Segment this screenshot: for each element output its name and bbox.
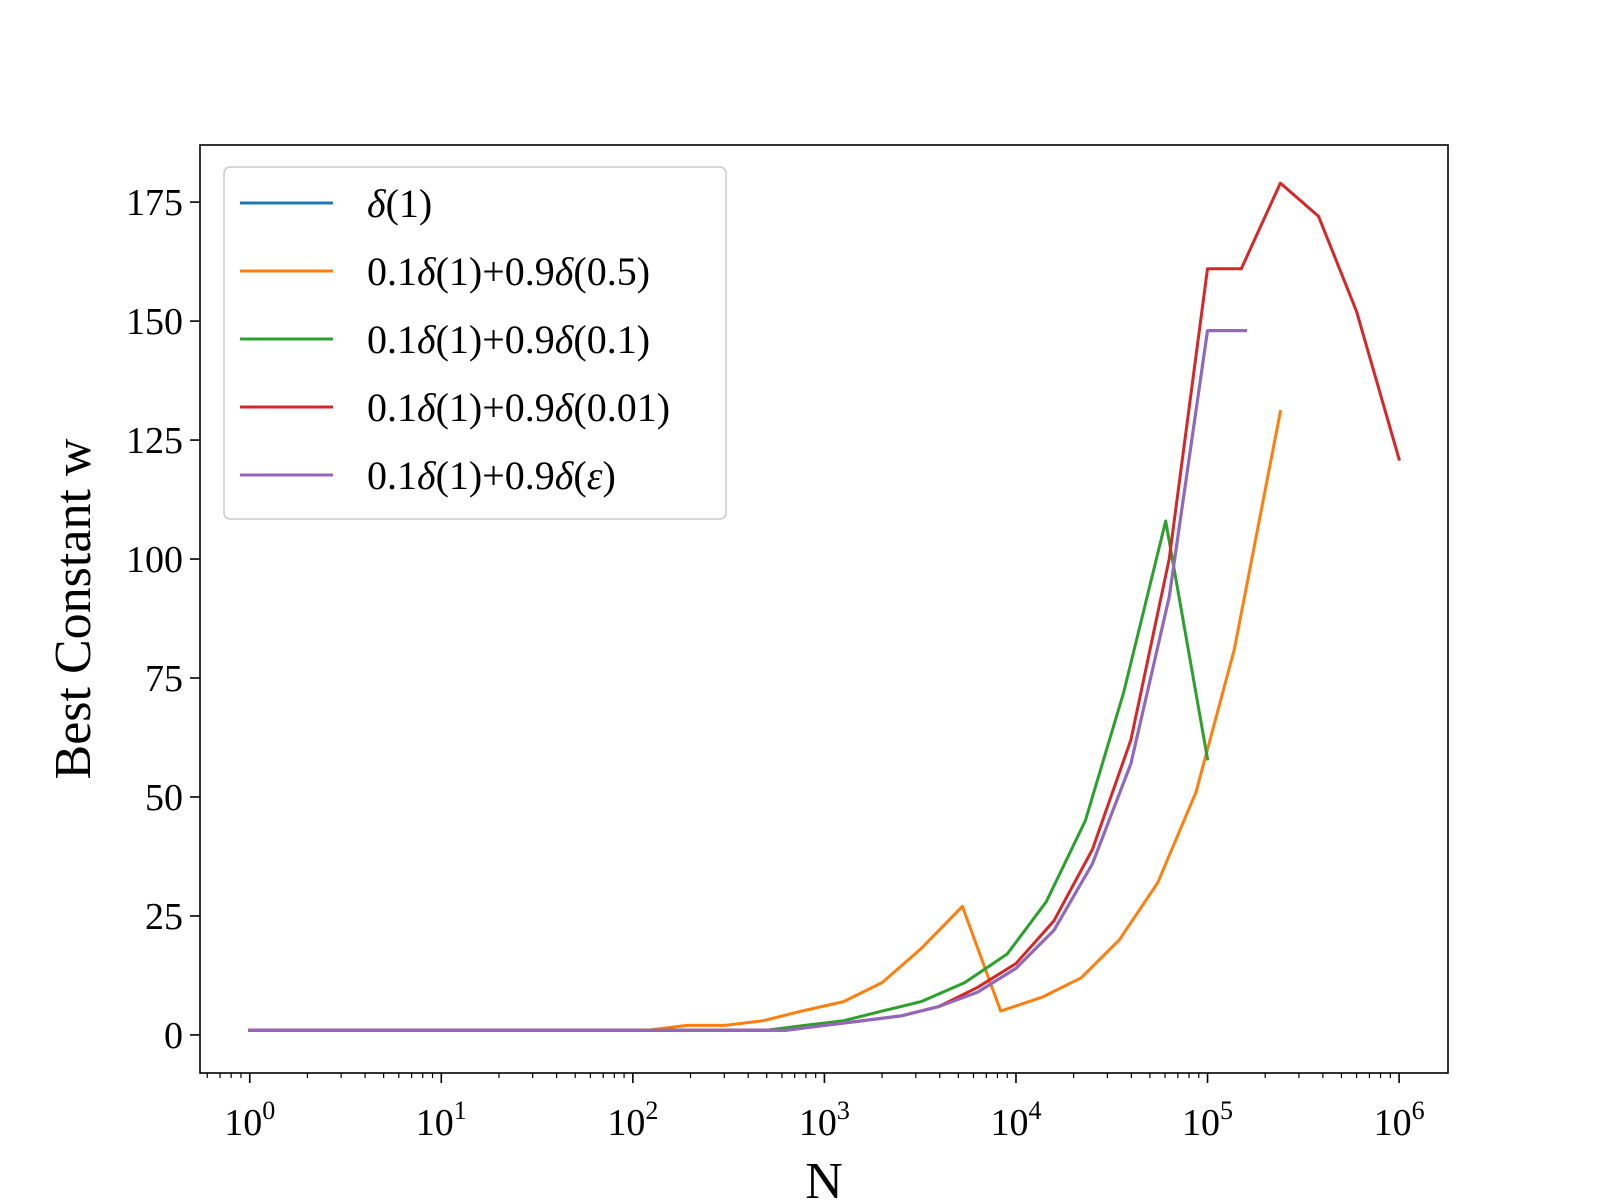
y-tick-label: 0 [164, 1015, 183, 1057]
x-tick-label: 106 [1374, 1096, 1425, 1144]
x-tick-label: 100 [224, 1096, 275, 1144]
x-tick-label: 102 [607, 1096, 658, 1144]
y-tick-label: 150 [126, 301, 183, 343]
series-layer [248, 181, 1401, 1032]
series-line-5 [248, 329, 1248, 1032]
legend-label: 0.1δ(1)+0.9δ(0.1) [367, 317, 650, 362]
x-axis-label: N [805, 1153, 843, 1200]
y-tick-label: 175 [126, 182, 183, 224]
legend-box [223, 166, 727, 520]
y-tick-label: 75 [145, 658, 183, 700]
y-tick-label: 25 [145, 896, 183, 938]
legend: δ(1) 0.1δ(1)+0.9δ(0.5) 0.1δ(1)+0.9δ(0.1) 0.… [223, 166, 727, 520]
x-tick-label: 103 [799, 1096, 850, 1144]
legend-label: 0.1δ(1)+0.9δ(0.5) [367, 249, 650, 294]
legend-label: 0.1δ(1)+0.9δ(0.01) [367, 385, 670, 430]
x-tick-label: 105 [1182, 1096, 1233, 1144]
y-tick-label: 125 [126, 420, 183, 462]
y-axis-label: Best Constant w [45, 438, 102, 779]
plot-frame [199, 144, 1449, 1074]
x-tick-label: 101 [416, 1096, 467, 1144]
legend-label: 0.1δ(1)+0.9δ(ε) [367, 453, 616, 498]
x-tick-label: 104 [990, 1096, 1041, 1144]
legend-label: δ(1) [367, 181, 432, 226]
y-tick-label: 100 [126, 539, 183, 581]
axis-ticks: 100 101 102 103 104 105 106 0 25 50 75 100 125 150 175 [126, 182, 1425, 1144]
y-tick-label: 50 [145, 777, 183, 819]
